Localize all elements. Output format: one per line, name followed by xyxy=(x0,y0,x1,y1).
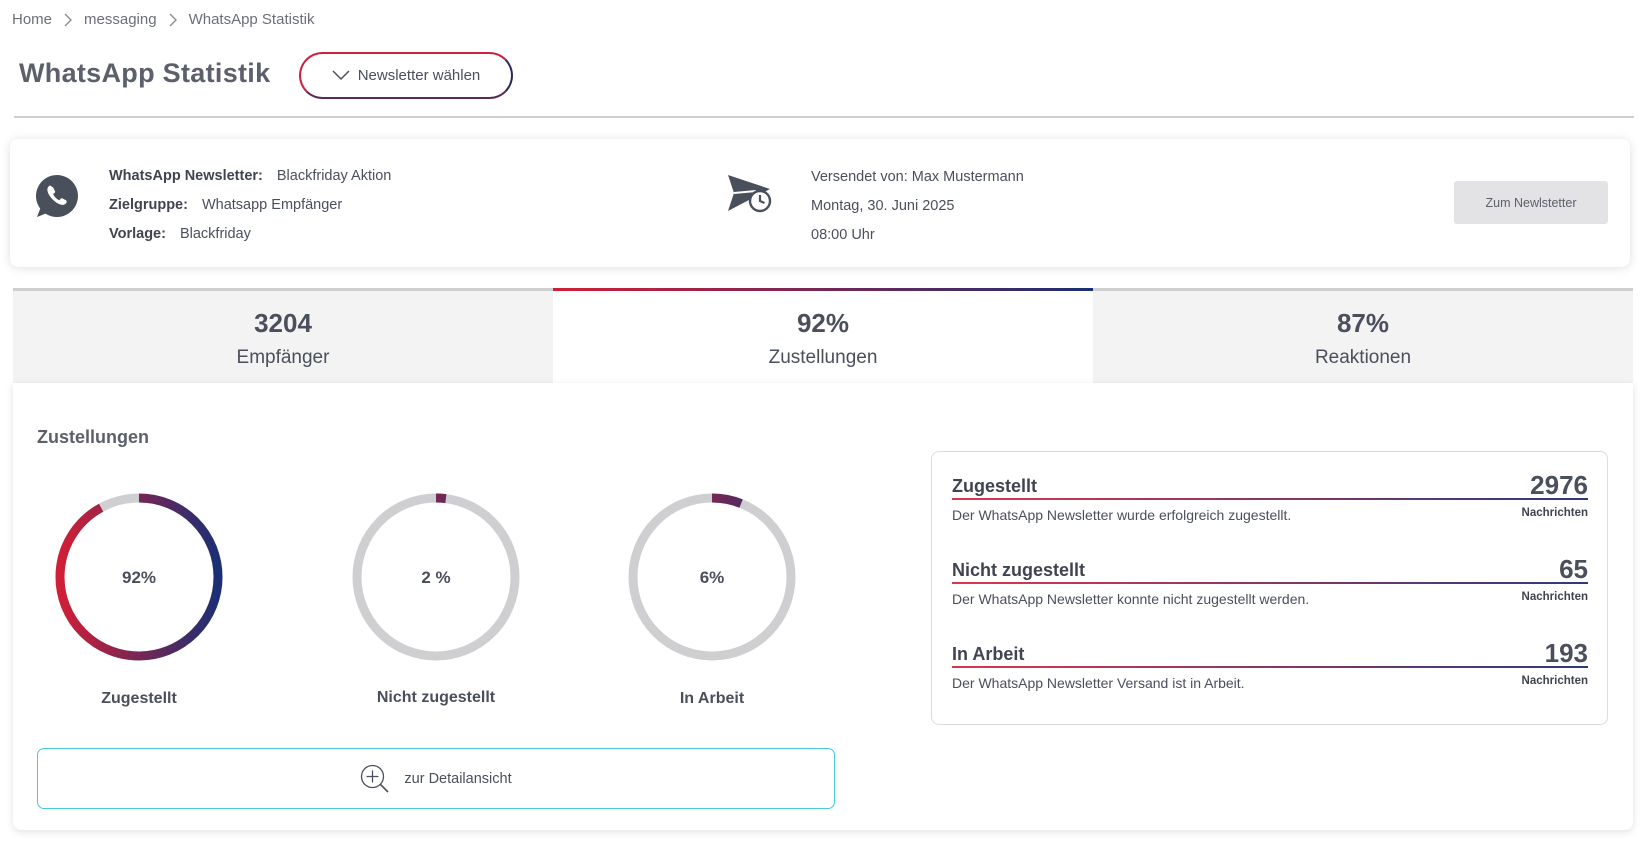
whatsapp-icon xyxy=(35,175,78,217)
summary-count: 193 xyxy=(1544,638,1588,668)
zielgruppe-label: Zielgruppe: xyxy=(109,196,188,213)
title-divider xyxy=(14,116,1634,118)
newsletter-details: WhatsApp Newsletter: Blackfriday Aktion Z… xyxy=(109,161,391,248)
summary-title: Nicht zugestellt xyxy=(952,560,1086,580)
donut-percent-label: 6% xyxy=(700,568,725,587)
summary-divider xyxy=(952,498,1588,500)
donut-percent-label: 2 % xyxy=(421,568,450,587)
breadcrumb: Home messaging WhatsApp Statistik xyxy=(12,11,314,28)
summary-unit: Nachrichten xyxy=(1521,507,1588,519)
summary-description: Der WhatsApp Newsletter Versand ist in A… xyxy=(952,675,1245,691)
tab-empfaenger[interactable]: 3204 Empfänger xyxy=(13,288,553,383)
sender-text: Versendet von: Max Mustermann xyxy=(811,168,1024,185)
donut-label-nicht-zugestellt: Nicht zugestellt xyxy=(376,689,496,706)
tab-value: 87% xyxy=(1336,308,1390,338)
breadcrumb-messaging[interactable]: messaging xyxy=(84,11,157,28)
vorlage-label: Vorlage: xyxy=(109,225,166,242)
chevron-right-icon xyxy=(169,13,177,26)
donut-value-arc xyxy=(628,493,796,661)
chevron-right-icon xyxy=(64,13,73,26)
donut-zugestellt: 92% xyxy=(55,493,223,661)
tab-value: 92% xyxy=(796,308,850,338)
stat-tabs: 3204 Empfänger 92% Zustellungen 87% Reak… xyxy=(13,288,1633,383)
donut-value-arc xyxy=(55,493,223,661)
donut-in-arbeit: 6% xyxy=(628,493,796,661)
newsletter-label: WhatsApp Newsletter: xyxy=(109,167,263,184)
donut-label-zugestellt: Zugestellt xyxy=(101,690,177,707)
send-date: Montag, 30. Juni 2025 xyxy=(811,197,955,214)
summary-divider xyxy=(952,582,1588,584)
summary-item-in-arbeit: In Arbeit 193 Der WhatsApp Newsletter Ver… xyxy=(952,636,1588,691)
donut-value-arc xyxy=(352,493,520,661)
send-details: Versendet von: Max Mustermann Montag, 30… xyxy=(811,162,1024,249)
detail-view-label: zur Detailansicht xyxy=(404,770,512,787)
summary-unit: Nachrichten xyxy=(1521,591,1588,603)
send-scheduled-icon xyxy=(728,175,772,213)
summary-description: Der WhatsApp Newsletter konnte nicht zug… xyxy=(952,591,1310,607)
newsletter-value: Blackfriday Aktion xyxy=(276,167,392,184)
summary-count: 2976 xyxy=(1530,470,1588,500)
deliveries-panel: Zustellungen 92% 2 % 6% Zugestellt Nicht… xyxy=(13,383,1633,830)
tab-label: Zustellungen xyxy=(768,347,878,368)
donut-percent-label: 92% xyxy=(122,568,156,587)
summary-description: Der WhatsApp Newsletter wurde erfolgreic… xyxy=(952,507,1292,523)
to-newsletter-button[interactable]: Zum Newlstetter xyxy=(1454,181,1608,224)
summary-item-nicht-zugestellt: Nicht zugestellt 65 Der WhatsApp Newslett… xyxy=(952,552,1588,607)
panel-title: Zustellungen xyxy=(37,427,149,447)
summary-count: 65 xyxy=(1559,554,1588,584)
summary-title: Zugestellt xyxy=(952,476,1038,496)
breadcrumb-home[interactable]: Home xyxy=(12,11,53,28)
summary-title: In Arbeit xyxy=(952,644,1025,664)
detail-view-button[interactable]: zur Detailansicht xyxy=(37,748,835,809)
tab-value: 3204 xyxy=(254,308,312,338)
donut-label-in-arbeit: In Arbeit xyxy=(679,690,745,707)
page-title: WhatsApp Statistik xyxy=(19,58,271,88)
breadcrumb-current: WhatsApp Statistik xyxy=(188,11,315,28)
vorlage-value: Blackfriday xyxy=(179,225,251,242)
zielgruppe-value: Whatsapp Empfänger xyxy=(201,196,343,213)
tab-label: Empfänger xyxy=(236,347,330,368)
tab-reaktionen[interactable]: 87% Reaktionen xyxy=(1093,288,1633,383)
newsletter-select[interactable]: Newsletter wählen xyxy=(299,52,513,99)
summary-unit: Nachrichten xyxy=(1521,675,1588,687)
summary-item-zugestellt: Zugestellt 2976 Der WhatsApp Newsletter w… xyxy=(952,468,1588,523)
zoom-in-icon xyxy=(361,764,389,793)
tab-zustellungen[interactable]: 92% Zustellungen xyxy=(553,288,1093,383)
delivery-summary: Zugestellt 2976 Der WhatsApp Newsletter w… xyxy=(931,451,1608,725)
donut-nicht-zugestellt: 2 % xyxy=(352,493,520,661)
tab-label: Reaktionen xyxy=(1314,347,1412,368)
chevron-down-icon xyxy=(332,70,350,81)
send-time: 08:00 Uhr xyxy=(811,226,875,243)
newsletter-select-label: Newsletter wählen xyxy=(357,67,481,84)
summary-divider xyxy=(952,666,1588,668)
newsletter-info-card: WhatsApp Newsletter: Blackfriday Aktion Z… xyxy=(10,139,1630,267)
